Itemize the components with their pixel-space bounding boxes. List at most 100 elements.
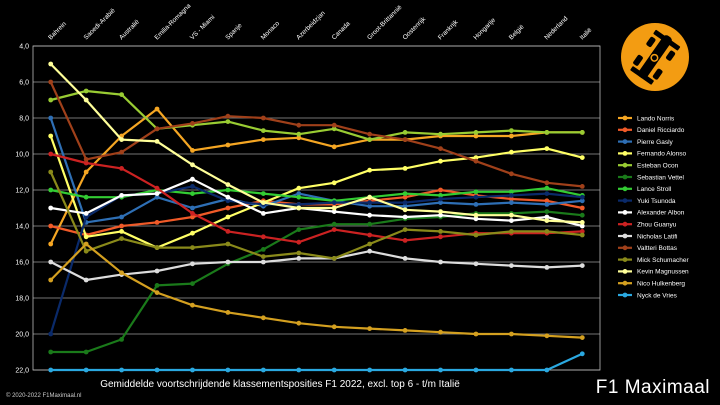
data-point [119, 337, 124, 342]
data-point [367, 200, 373, 206]
data-point [225, 205, 231, 211]
data-point [83, 211, 89, 216]
data-point [225, 367, 231, 373]
data-point [402, 191, 408, 197]
data-point [190, 245, 195, 251]
legend-swatch-marker [622, 139, 628, 145]
legend-label: Nyck de Vries [637, 292, 678, 299]
data-point [438, 146, 443, 152]
data-point [509, 189, 514, 195]
data-point [260, 247, 266, 252]
data-point [509, 196, 514, 202]
data-point [190, 281, 195, 286]
data-point [190, 162, 195, 168]
data-point [367, 167, 373, 173]
data-point [83, 88, 89, 94]
data-point [48, 115, 54, 121]
data-point [190, 261, 195, 267]
data-point [402, 200, 408, 206]
data-point [438, 196, 443, 202]
data-point [367, 241, 373, 247]
legend-label: Mick Schumacher [637, 257, 689, 264]
data-point [402, 166, 408, 171]
data-point [438, 229, 443, 234]
data-point [48, 277, 54, 283]
data-point [48, 169, 54, 175]
data-point [544, 191, 550, 197]
data-point [225, 119, 231, 124]
series-line [49, 117, 583, 224]
series-line [50, 352, 583, 372]
data-point [473, 194, 479, 200]
data-point [402, 238, 408, 243]
x-tick-label: Nederland [543, 15, 569, 41]
data-point [509, 128, 514, 134]
data-point [260, 367, 266, 373]
data-point [331, 180, 337, 186]
data-point [225, 113, 231, 119]
data-point [438, 131, 443, 137]
data-point [438, 367, 443, 373]
data-point [579, 130, 585, 135]
data-point [119, 236, 124, 242]
legend-swatch-marker [622, 174, 628, 180]
data-point [331, 227, 337, 233]
x-tick-label: Azerbeidzjan [295, 10, 327, 42]
legend-swatch-marker [622, 245, 628, 251]
data-point [544, 202, 550, 207]
data-point [48, 187, 54, 193]
data-point [48, 259, 54, 265]
data-point [402, 207, 408, 213]
series-line [49, 171, 583, 260]
x-tick-label: België [508, 23, 526, 41]
data-point [438, 329, 443, 335]
data-point [119, 92, 124, 97]
data-point [48, 61, 54, 67]
data-point [367, 248, 373, 254]
series-line [49, 63, 583, 224]
data-point [331, 122, 337, 128]
data-point [367, 137, 373, 143]
x-tick-label: Emilia-Romagna [153, 2, 192, 41]
data-point [331, 200, 337, 206]
data-point [296, 250, 302, 256]
data-point [473, 331, 479, 337]
data-point [225, 214, 231, 220]
series-line [50, 210, 583, 354]
data-point [119, 137, 124, 143]
x-tick-label: Oostenrijk [402, 15, 428, 41]
data-point [154, 185, 160, 191]
data-point [438, 234, 443, 240]
data-point [402, 194, 408, 200]
data-point [367, 194, 373, 200]
data-point [473, 232, 479, 238]
data-point [509, 171, 514, 177]
data-point [119, 149, 124, 155]
data-point [225, 182, 231, 188]
data-point [509, 331, 514, 337]
data-point [190, 367, 195, 373]
data-point [83, 214, 89, 220]
data-point [154, 245, 160, 251]
data-point [225, 259, 231, 265]
data-point [331, 324, 337, 330]
data-point [190, 302, 195, 308]
data-point [260, 137, 266, 143]
legend-label: Valtteri Bottas [637, 245, 678, 252]
data-point [402, 130, 408, 135]
data-point [154, 106, 160, 112]
data-point [579, 232, 585, 238]
data-point [190, 184, 195, 189]
legend-label: Daniel Ricciardo [637, 127, 685, 134]
x-tick-label: Monaco [260, 20, 282, 42]
data-point [260, 234, 266, 240]
data-point [473, 133, 479, 139]
legend-swatch-marker [622, 198, 628, 204]
data-point [438, 193, 443, 198]
data-point [438, 259, 443, 265]
data-point [544, 198, 550, 204]
data-point [438, 187, 443, 193]
data-point [473, 130, 479, 135]
legend-label: Lance Stroll [637, 186, 672, 193]
data-point [473, 212, 479, 218]
